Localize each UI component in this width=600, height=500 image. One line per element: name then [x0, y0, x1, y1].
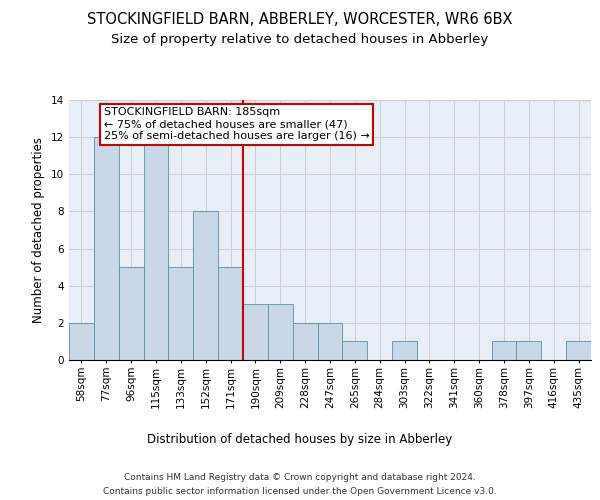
Text: Contains public sector information licensed under the Open Government Licence v3: Contains public sector information licen…	[103, 488, 497, 496]
Bar	[94, 137, 119, 360]
Text: Contains HM Land Registry data © Crown copyright and database right 2024.: Contains HM Land Registry data © Crown c…	[124, 472, 476, 482]
Text: STOCKINGFIELD BARN: 185sqm
← 75% of detached houses are smaller (47)
25% of semi: STOCKINGFIELD BARN: 185sqm ← 75% of deta…	[104, 108, 370, 140]
Bar	[143, 137, 169, 360]
Bar	[69, 323, 94, 360]
Bar	[343, 342, 367, 360]
Bar	[218, 267, 243, 360]
Bar	[193, 212, 218, 360]
Bar	[566, 342, 591, 360]
Bar	[317, 323, 343, 360]
Bar	[491, 342, 517, 360]
Bar	[517, 342, 541, 360]
Text: STOCKINGFIELD BARN, ABBERLEY, WORCESTER, WR6 6BX: STOCKINGFIELD BARN, ABBERLEY, WORCESTER,…	[87, 12, 513, 28]
Bar	[392, 342, 417, 360]
Bar	[169, 267, 193, 360]
Bar	[293, 323, 317, 360]
Bar	[119, 267, 143, 360]
Bar	[243, 304, 268, 360]
Bar	[268, 304, 293, 360]
Text: Size of property relative to detached houses in Abberley: Size of property relative to detached ho…	[112, 32, 488, 46]
Y-axis label: Number of detached properties: Number of detached properties	[32, 137, 46, 323]
Text: Distribution of detached houses by size in Abberley: Distribution of detached houses by size …	[148, 432, 452, 446]
